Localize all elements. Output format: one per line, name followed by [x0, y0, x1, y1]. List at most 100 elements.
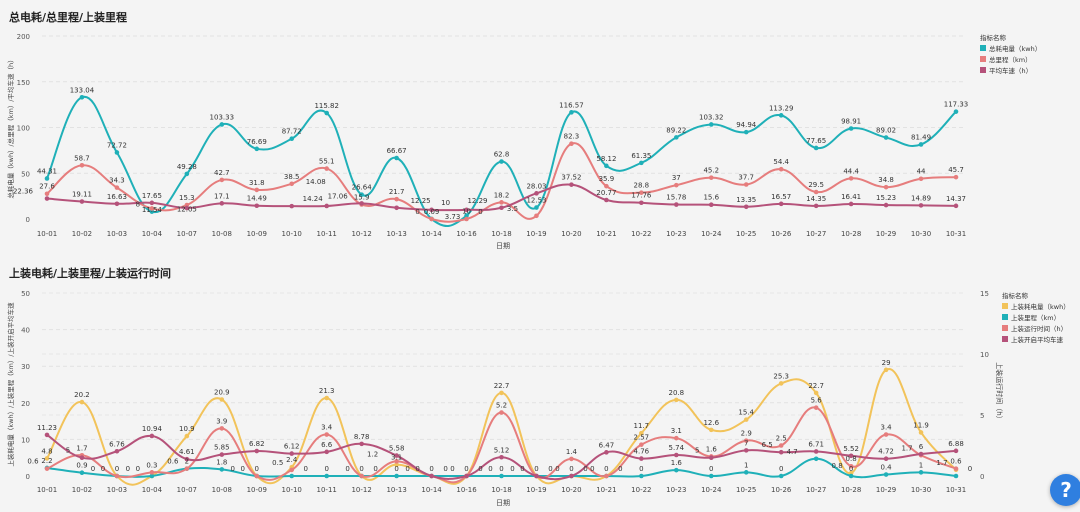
- data-label: 15.23: [876, 194, 896, 202]
- data-label: 15.3: [179, 194, 195, 202]
- legend-swatch: [980, 45, 986, 51]
- data-label: 2.5: [776, 435, 787, 443]
- data-point: [79, 162, 85, 168]
- data-label: 54.4: [773, 158, 789, 166]
- data-point: [114, 185, 120, 190]
- data-point: [674, 135, 679, 140]
- data-point: [359, 201, 364, 206]
- x-tick-label: 10-03: [107, 486, 127, 494]
- data-point: [743, 470, 749, 475]
- y-right-tick-label: 10: [980, 351, 989, 359]
- legend-item[interactable]: 上装耗电量（kwh）: [1002, 302, 1070, 311]
- data-point: [778, 113, 784, 118]
- y-right-tick-label: 5: [980, 412, 984, 420]
- x-tick-label: 10-07: [177, 230, 197, 238]
- data-point: [254, 448, 260, 454]
- data-point: [359, 192, 364, 197]
- data-label: 2.57: [634, 434, 650, 442]
- x-tick-label: 10-18: [491, 486, 511, 494]
- data-label: 10: [462, 207, 471, 215]
- data-label: 17.76: [631, 192, 652, 200]
- data-label: 11.23: [37, 424, 57, 432]
- data-label: 42.7: [214, 169, 230, 177]
- data-label: 10.9: [179, 425, 195, 433]
- data-label: 0: [91, 465, 95, 473]
- y-tick-label: 50: [21, 290, 30, 298]
- data-point: [604, 163, 609, 169]
- data-label: 34.8: [878, 176, 894, 184]
- legend-item[interactable]: 上装运行时间（h）: [1002, 324, 1067, 333]
- data-label: 61.35: [631, 152, 651, 160]
- data-point: [708, 455, 714, 461]
- data-label: 15.9: [354, 193, 370, 201]
- data-label: 14.49: [247, 195, 267, 203]
- data-point: [79, 399, 85, 405]
- data-label: 29.5: [808, 181, 824, 189]
- data-point: [639, 456, 644, 461]
- legend-item[interactable]: 总里程（km）: [980, 55, 1032, 64]
- data-label: 0: [136, 465, 140, 473]
- x-tick-label: 10-24: [701, 230, 722, 238]
- data-label: 31.8: [249, 179, 265, 187]
- legend-item[interactable]: 上装开启平均车速: [1002, 335, 1064, 344]
- data-point: [114, 150, 120, 155]
- x-tick-label: 10-23: [666, 486, 686, 494]
- legend-item[interactable]: 上装里程（km）: [1002, 313, 1060, 322]
- data-label: 12.05: [177, 205, 197, 213]
- data-label: 0: [520, 465, 524, 473]
- data-point: [813, 189, 819, 195]
- data-point: [813, 145, 819, 151]
- data-point: [674, 202, 679, 207]
- legend-item[interactable]: 总耗电量（kwh）: [980, 44, 1041, 53]
- data-point: [778, 449, 784, 455]
- data-point: [464, 473, 469, 479]
- data-point: [254, 473, 260, 479]
- data-label: 1: [919, 461, 923, 469]
- data-label: 35.9: [599, 175, 615, 183]
- data-point: [324, 110, 329, 116]
- data-point: [429, 207, 434, 213]
- x-tick-label: 10-22: [631, 486, 651, 494]
- data-label: 2: [185, 458, 189, 466]
- data-point: [79, 470, 85, 476]
- data-label: 55.1: [319, 158, 335, 166]
- data-point: [149, 206, 155, 211]
- x-tick-label: 10-29: [876, 486, 896, 494]
- help-button[interactable]: ?: [1050, 474, 1080, 506]
- data-label: 28.03: [526, 182, 546, 190]
- legend-item[interactable]: 平均车速（h）: [980, 66, 1032, 75]
- data-label: 6.47: [599, 441, 615, 449]
- data-point: [289, 473, 295, 479]
- data-point: [219, 397, 225, 402]
- data-label: 1.7: [901, 444, 912, 452]
- x-tick-label: 10-13: [386, 486, 406, 494]
- data-label: 0: [359, 465, 363, 473]
- data-point: [149, 209, 155, 214]
- data-point: [918, 176, 924, 182]
- data-point: [813, 203, 819, 209]
- data-label: 0: [324, 465, 328, 473]
- data-point: [219, 467, 225, 472]
- legend-swatch: [980, 56, 986, 62]
- data-point: [499, 205, 504, 211]
- legend-swatch: [980, 67, 986, 73]
- data-label: 12.29: [467, 197, 487, 205]
- data-point: [219, 452, 225, 457]
- data-point: [534, 473, 539, 479]
- data-label: 17.1: [214, 192, 230, 200]
- data-label: 11.9: [913, 421, 929, 429]
- x-tick-label: 10-20: [561, 486, 581, 494]
- data-point: [394, 196, 399, 202]
- x-tick-label: 10-14: [421, 486, 442, 494]
- data-label: 44.31: [37, 167, 57, 175]
- data-label: 4.8: [41, 447, 52, 455]
- data-label: 10: [441, 199, 450, 207]
- legend-swatch: [1002, 336, 1008, 342]
- data-point: [918, 430, 924, 435]
- data-point: [848, 453, 854, 459]
- data-point: [219, 177, 225, 183]
- data-point: [184, 205, 190, 211]
- data-point: [569, 110, 574, 115]
- data-point: [254, 146, 260, 152]
